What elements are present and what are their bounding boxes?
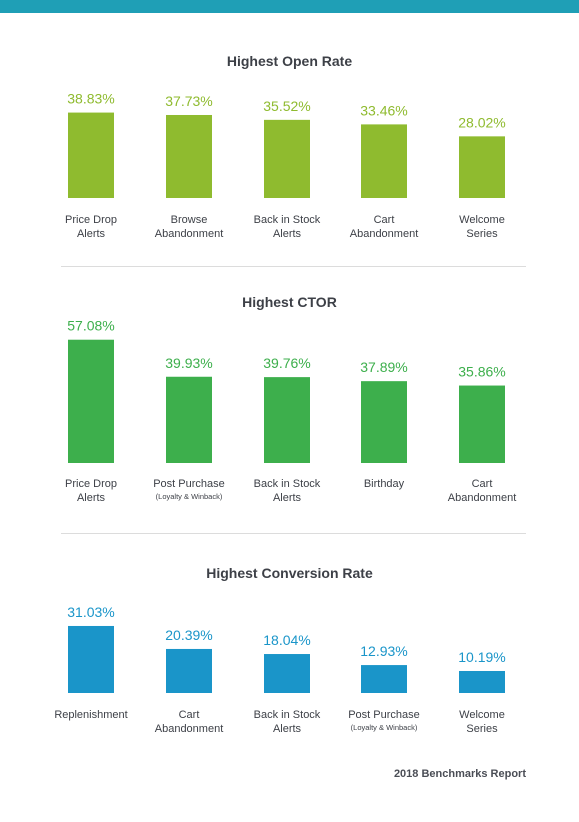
bar-value-label: 37.73%: [165, 93, 212, 109]
bar-value-label: 35.52%: [263, 98, 310, 114]
bar: [361, 124, 407, 198]
bar: [459, 385, 505, 463]
category-label: Back in Stock: [254, 478, 321, 490]
section-divider: [61, 266, 526, 267]
chart-open-rate: Highest Open Rate 38.83% Price Drop Alerts 3…: [65, 53, 506, 240]
bar: [166, 648, 212, 693]
category-label: Alerts: [77, 492, 106, 504]
bar: [361, 665, 407, 693]
category-label: Post Purchase: [348, 709, 420, 721]
bar-value-label: 38.83%: [67, 91, 114, 107]
bar: [68, 625, 114, 693]
category-label: Abandonment: [350, 228, 419, 240]
bar: [264, 654, 310, 693]
top-accent-bar: [0, 0, 579, 13]
report-footer: 2018 Benchmarks Report: [393, 768, 526, 780]
bar: [68, 339, 114, 463]
category-label: Abandonment: [155, 228, 224, 240]
category-label: Alerts: [273, 228, 302, 240]
bar-value-label: 12.93%: [360, 643, 407, 659]
bar: [264, 119, 310, 198]
category-label: Welcome: [459, 214, 505, 226]
category-label: Browse: [171, 214, 208, 226]
bar: [459, 670, 505, 693]
chart-conversion-rate: Highest Conversion Rate 31.03% Replenishme…: [54, 565, 505, 735]
bar-value-label: 20.39%: [165, 627, 212, 643]
category-label: Alerts: [273, 723, 302, 735]
bar-value-label: 37.89%: [360, 359, 407, 375]
chart-ctor: Highest CTOR 57.08% Price Drop Alerts 39.93%…: [65, 294, 516, 504]
bar: [361, 381, 407, 463]
bar-value-label: 33.46%: [360, 102, 407, 118]
chart-title: Highest Conversion Rate: [206, 565, 373, 581]
category-label: Alerts: [273, 492, 302, 504]
bar-value-label: 57.08%: [67, 318, 114, 334]
category-label: Cart: [472, 478, 493, 490]
bar: [166, 376, 212, 463]
bar: [264, 377, 310, 463]
category-sublabel: (Loyalty & Winback): [156, 492, 223, 501]
bar-value-label: 31.03%: [67, 604, 114, 620]
category-label: Replenishment: [54, 709, 127, 721]
category-label: Birthday: [364, 478, 405, 490]
bar-value-label: 39.76%: [263, 355, 310, 371]
bar: [459, 136, 505, 198]
category-label: Abandonment: [448, 492, 517, 504]
category-label: Welcome: [459, 709, 505, 721]
bar: [166, 114, 212, 198]
category-sublabel: (Loyalty & Winback): [351, 723, 418, 732]
chart-title: Highest CTOR: [242, 294, 337, 310]
bar-value-label: 10.19%: [458, 649, 505, 665]
chart-title: Highest Open Rate: [227, 53, 352, 69]
category-label: Post Purchase: [153, 478, 225, 490]
category-label: Cart: [179, 709, 200, 721]
section-divider: [61, 533, 526, 534]
category-label: Abandonment: [155, 723, 224, 735]
bar-value-label: 18.04%: [263, 632, 310, 648]
bar: [68, 112, 114, 198]
category-label: Alerts: [77, 228, 106, 240]
bar-value-label: 28.02%: [458, 114, 505, 130]
category-label: Cart: [374, 214, 395, 226]
category-label: Series: [466, 723, 498, 735]
category-label: Back in Stock: [254, 214, 321, 226]
category-label: Back in Stock: [254, 709, 321, 721]
category-label: Series: [466, 228, 498, 240]
bar-value-label: 35.86%: [458, 364, 505, 380]
category-label: Price Drop: [65, 478, 117, 490]
bar-value-label: 39.93%: [165, 355, 212, 371]
category-label: Price Drop: [65, 214, 117, 226]
